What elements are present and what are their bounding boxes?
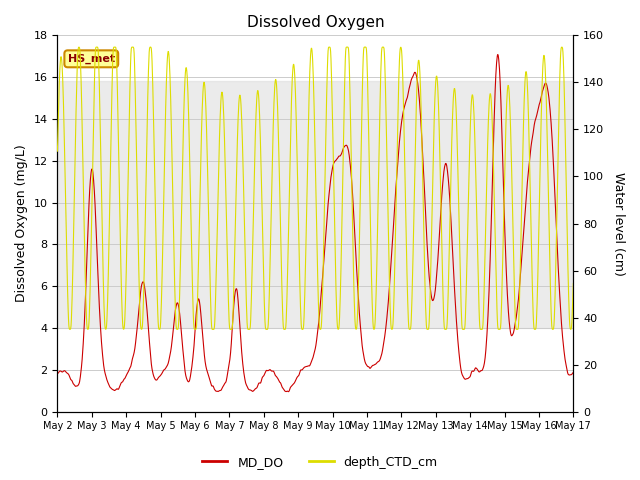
Text: HS_met: HS_met	[68, 54, 115, 64]
Title: Dissolved Oxygen: Dissolved Oxygen	[246, 15, 384, 30]
Bar	[58, 81, 573, 328]
Legend: MD_DO, depth_CTD_cm: MD_DO, depth_CTD_cm	[197, 451, 443, 474]
Y-axis label: Dissolved Oxygen (mg/L): Dissolved Oxygen (mg/L)	[15, 144, 28, 302]
Y-axis label: Water level (cm): Water level (cm)	[612, 171, 625, 276]
